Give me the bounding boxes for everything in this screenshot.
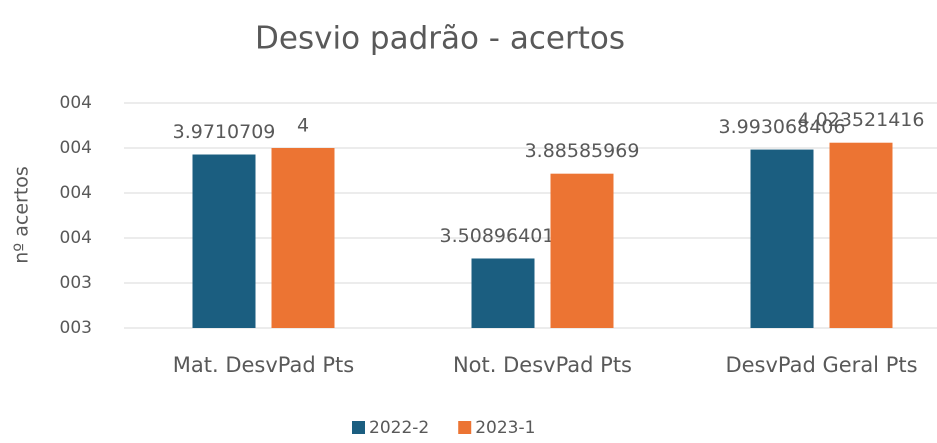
x-tick-label: Mat. DesvPad Pts (173, 353, 354, 377)
y-tick-label: 004 (60, 93, 92, 113)
data-label: 4 (297, 115, 309, 137)
x-tick-label: Not. DesvPad Pts (453, 353, 632, 377)
y-tick-label: 004 (60, 183, 92, 203)
data-label: 3.508964017 (440, 225, 567, 247)
y-tick-label: 004 (60, 228, 92, 248)
bar (271, 148, 335, 328)
y-tick-label: 004 (60, 138, 92, 158)
legend-swatch (352, 421, 365, 434)
data-label: 4.023521416 (798, 109, 925, 131)
y-tick-label: 003 (60, 318, 92, 338)
data-label: 3.88585969 (525, 140, 640, 162)
chart-title: Desvio padrão - acertos (255, 21, 625, 57)
bar (192, 154, 256, 328)
x-tick-label: DesvPad Geral Pts (725, 353, 917, 377)
legend-swatch (458, 421, 472, 434)
bar (471, 258, 535, 328)
legend-label: 2023-1 (475, 418, 535, 438)
legend-label: 2022-2 (369, 418, 429, 438)
bar (550, 173, 614, 328)
bar (829, 142, 893, 328)
y-axis-label: nº acertos (11, 166, 33, 264)
y-tick-label: 003 (60, 273, 92, 293)
data-label: 3.993068406 (719, 116, 846, 138)
bar (750, 149, 814, 328)
data-label: 3.9710709 (173, 121, 276, 143)
